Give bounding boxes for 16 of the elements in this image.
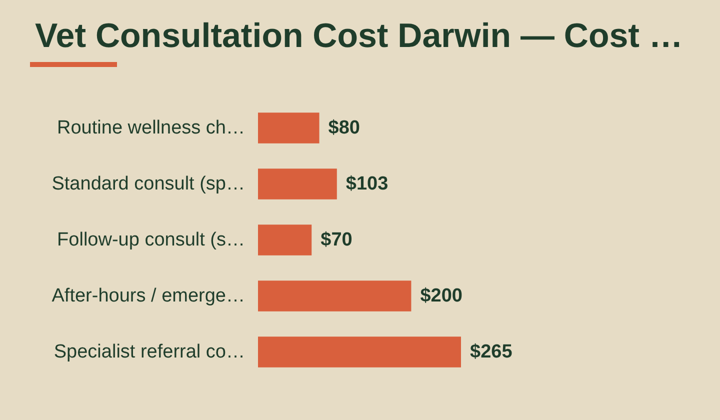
data-label: $80 (328, 118, 360, 138)
bar (258, 112, 320, 144)
y-tick-label: Standard consult (sp… (52, 174, 245, 194)
y-tick-label: Follow-up consult (s… (57, 230, 245, 250)
data-label: $265 (470, 342, 513, 362)
data-label: $103 (346, 174, 388, 194)
y-tick-label: After-hours / emerge… (52, 286, 245, 306)
bar (258, 336, 461, 368)
chart-title: Vet Consultation Cost Darwin — Cost … (35, 17, 683, 55)
data-label: $70 (320, 230, 352, 250)
data-label: $200 (420, 286, 462, 306)
y-tick-label: Routine wellness ch… (57, 118, 245, 138)
y-tick-label: Specialist referral co… (54, 342, 245, 362)
bar (258, 280, 412, 312)
bar (258, 224, 312, 256)
bar (258, 168, 337, 200)
